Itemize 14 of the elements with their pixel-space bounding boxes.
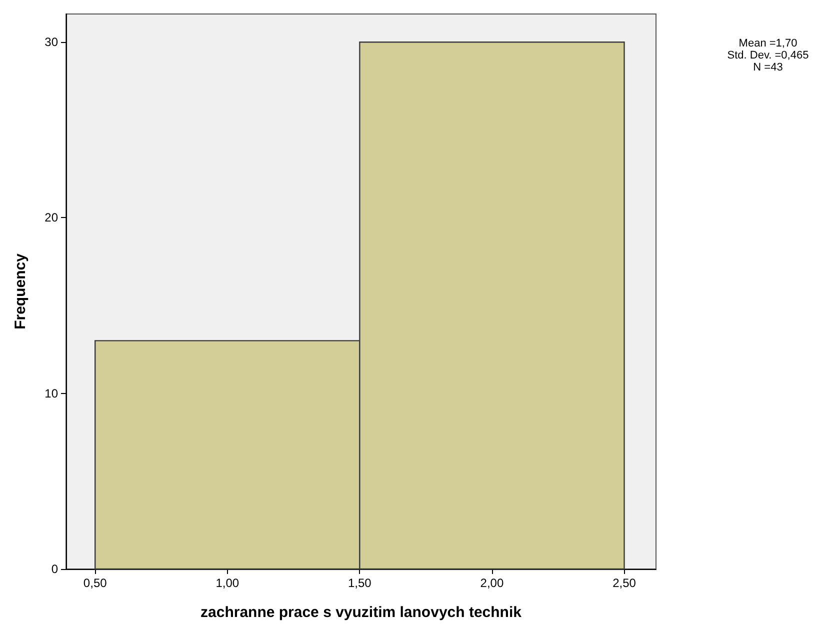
x-tick-label: 1,50: [348, 576, 372, 590]
y-tick-label: 30: [44, 35, 58, 50]
x-tick-label: 1,00: [216, 576, 240, 590]
text: Mean =1,70: [738, 38, 798, 50]
x-axis-title: zachranne prace s vyuzitim lanovych technik: [200, 604, 522, 621]
y-axis-title: Frequency: [12, 252, 29, 330]
text: Std. Dev. =0,465: [727, 50, 809, 62]
x-tick-label: 0,50: [83, 576, 108, 590]
y-tick-label: 10: [44, 386, 58, 400]
x-tick-label: 2,50: [612, 576, 636, 590]
text: N =43: [753, 62, 783, 74]
x-tick-label: 2,00: [480, 576, 504, 590]
y-tick-label: 0: [51, 562, 58, 576]
y-tick-label: 20: [44, 210, 58, 225]
